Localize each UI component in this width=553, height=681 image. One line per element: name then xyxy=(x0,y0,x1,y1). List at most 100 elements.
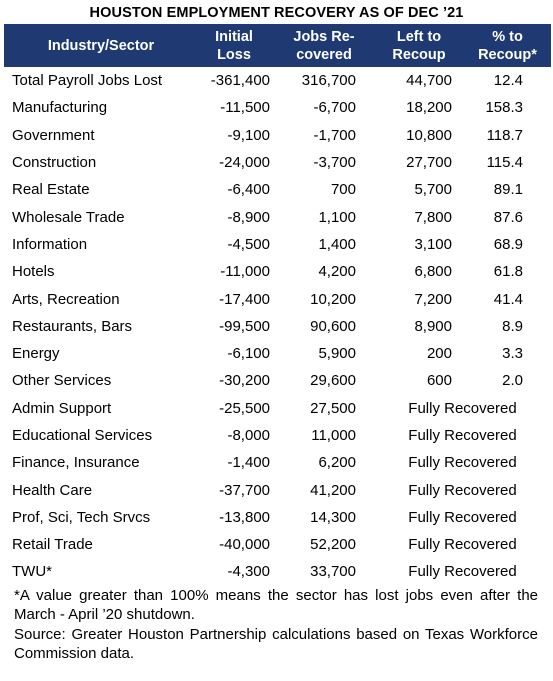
cell-jobs-recovered: 14,300 xyxy=(310,508,356,526)
cell-initial-loss: -37,700 xyxy=(219,481,270,499)
cell-industry: Real Estate xyxy=(12,181,90,199)
cell-left-to-recoup: 200 xyxy=(426,345,452,363)
cell-jobs-recovered: 41,200 xyxy=(310,481,356,499)
table-row: TWU* -4,300 33,700 Fully Recovered xyxy=(4,558,551,585)
header-industry: Industry/Sector xyxy=(47,37,155,54)
table-row: Finance, Insurance -1,400 6,200 Fully Recov… xyxy=(4,449,551,476)
table-row: Construction -24,000 -3,700 27,700 115.4 xyxy=(4,149,551,176)
cell-initial-loss: -11,000 xyxy=(220,263,270,281)
cell-jobs-recovered: -3,700 xyxy=(313,154,356,172)
cell-industry: Admin Support xyxy=(12,399,112,417)
cell-industry: Other Services xyxy=(12,372,112,390)
table-row: Restaurants, Bars -99,500 90,600 8,900 8.9 xyxy=(4,313,551,340)
cell-pct-to-recoup: 12.4 xyxy=(493,72,523,90)
cell-left-to-recoup: 44,700 xyxy=(406,72,452,90)
cell-initial-loss: -17,400 xyxy=(219,290,270,308)
cell-jobs-recovered: 90,600 xyxy=(310,317,356,335)
cell-initial-loss: -40,000 xyxy=(219,536,270,554)
cell-pct-to-recoup: 87.6 xyxy=(493,208,523,226)
table-row: Real Estate -6,400 700 5,700 89.1 xyxy=(4,176,551,203)
table-row: Total Payroll Jobs Lost -361,400 316,700 44… xyxy=(4,67,551,94)
cell-jobs-recovered: 4,200 xyxy=(318,263,356,281)
cell-jobs-recovered: -6,700 xyxy=(313,99,356,117)
cell-initial-loss: -9,100 xyxy=(227,126,270,144)
cell-jobs-recovered: 11,000 xyxy=(311,427,356,444)
cell-initial-loss: -361,400 xyxy=(210,72,270,90)
cell-status: Fully Recovered xyxy=(408,508,517,526)
cell-left-to-recoup: 7,200 xyxy=(414,290,452,308)
header-initial-loss: Initial Loss xyxy=(194,24,274,67)
cell-left-to-recoup: 3,100 xyxy=(414,235,452,253)
cell-pct-to-recoup: 118.7 xyxy=(486,126,523,144)
table-row: Other Services -30,200 29,600 600 2.0 xyxy=(4,367,551,394)
cell-left-to-recoup: 18,200 xyxy=(406,99,452,117)
cell-left-to-recoup: 6,800 xyxy=(414,263,452,281)
header-pct-to-recoup-line1: % to xyxy=(492,28,523,45)
cell-industry: Hotels xyxy=(12,263,55,281)
table-row: Information -4,500 1,400 3,100 68.9 xyxy=(4,231,551,258)
cell-status: Fully Recovered xyxy=(408,536,517,554)
table-row: Hotels -11,000 4,200 6,800 61.8 xyxy=(4,258,551,285)
cell-left-to-recoup: 27,700 xyxy=(406,154,452,172)
cell-left-to-recoup: 7,800 xyxy=(414,208,452,226)
cell-pct-to-recoup: 3.3 xyxy=(502,345,523,363)
header-pct-to-recoup: % to Recoup* xyxy=(464,24,551,67)
cell-pct-to-recoup: 61.8 xyxy=(493,263,523,281)
cell-industry: Arts, Recreation xyxy=(12,290,120,308)
cell-initial-loss: -6,400 xyxy=(227,181,270,199)
cell-initial-loss: -30,200 xyxy=(219,372,270,390)
cell-industry: Health Care xyxy=(12,481,93,499)
cell-jobs-recovered: 6,200 xyxy=(318,454,356,472)
cell-status: Fully Recovered xyxy=(408,481,517,499)
source-note: Source: Greater Houston Partnership calc… xyxy=(14,625,538,663)
cell-initial-loss: -8,000 xyxy=(227,427,270,444)
cell-industry: Energy xyxy=(12,345,60,363)
cell-pct-to-recoup: 8.9 xyxy=(502,317,523,335)
header-left-to-recoup-line2: Recoup xyxy=(392,46,446,63)
cell-industry: Finance, Insurance xyxy=(12,454,140,472)
cell-jobs-recovered: 1,400 xyxy=(318,235,356,253)
table-row: Government -9,100 -1,700 10,800 118.7 xyxy=(4,122,551,149)
cell-initial-loss: -1,400 xyxy=(227,454,270,472)
header-initial-loss-line2: Loss xyxy=(217,46,251,63)
cell-industry: Wholesale Trade xyxy=(12,208,125,226)
cell-pct-to-recoup: 89.1 xyxy=(493,181,523,199)
cell-status: Fully Recovered xyxy=(408,454,517,472)
table-row: Educational Services -8,000 11,000 Fully Re… xyxy=(4,422,551,449)
cell-left-to-recoup: 8,900 xyxy=(414,317,452,335)
cell-jobs-recovered: 10,200 xyxy=(310,290,356,308)
cell-industry: Manufacturing xyxy=(12,99,108,117)
cell-jobs-recovered: 5,900 xyxy=(318,345,356,363)
cell-left-to-recoup: 10,800 xyxy=(406,126,452,144)
header-jobs-recovered-line2: covered xyxy=(296,46,352,63)
cell-left-to-recoup: 600 xyxy=(426,372,452,390)
cell-initial-loss: -13,800 xyxy=(219,508,270,526)
cell-pct-to-recoup: 2.0 xyxy=(502,372,523,390)
cell-pct-to-recoup: 41.4 xyxy=(493,290,523,308)
cell-industry: Educational Services xyxy=(12,427,153,444)
cell-status: Fully Recovered xyxy=(408,399,517,417)
header-left-to-recoup-line1: Left to xyxy=(396,28,442,45)
table-row: Admin Support -25,500 27,500 Fully Recovere… xyxy=(4,395,551,422)
cell-jobs-recovered: 33,700 xyxy=(310,563,356,581)
cell-jobs-recovered: 27,500 xyxy=(310,399,356,417)
cell-jobs-recovered: 1,100 xyxy=(318,208,356,226)
cell-initial-loss: -99,500 xyxy=(219,317,270,335)
cell-initial-loss: -4,300 xyxy=(227,563,270,581)
header-initial-loss-line1: Initial xyxy=(215,28,253,45)
employment-recovery-table: Industry/Sector Initial Loss Jobs Re- co… xyxy=(4,24,551,586)
cell-left-to-recoup: 5,700 xyxy=(414,181,452,199)
cell-industry: Retail Trade xyxy=(12,536,93,554)
header-left-to-recoup: Left to Recoup xyxy=(374,24,464,67)
cell-jobs-recovered: 700 xyxy=(330,181,356,199)
cell-industry: Total Payroll Jobs Lost xyxy=(12,72,163,90)
table-row: Health Care -37,700 41,200 Fully Recovered xyxy=(4,476,551,503)
table-row: Retail Trade -40,000 52,200 Fully Recovered xyxy=(4,531,551,558)
table-row: Manufacturing -11,500 -6,700 18,200 158.3 xyxy=(4,94,551,121)
cell-jobs-recovered: 316,700 xyxy=(301,72,356,90)
cell-industry: Construction xyxy=(12,154,97,172)
cell-industry: Government xyxy=(12,126,95,144)
cell-pct-to-recoup: 115.4 xyxy=(486,154,523,172)
table-row: Arts, Recreation -17,400 10,200 7,200 41.4 xyxy=(4,285,551,312)
header-pct-to-recoup-line2: Recoup* xyxy=(478,46,537,63)
